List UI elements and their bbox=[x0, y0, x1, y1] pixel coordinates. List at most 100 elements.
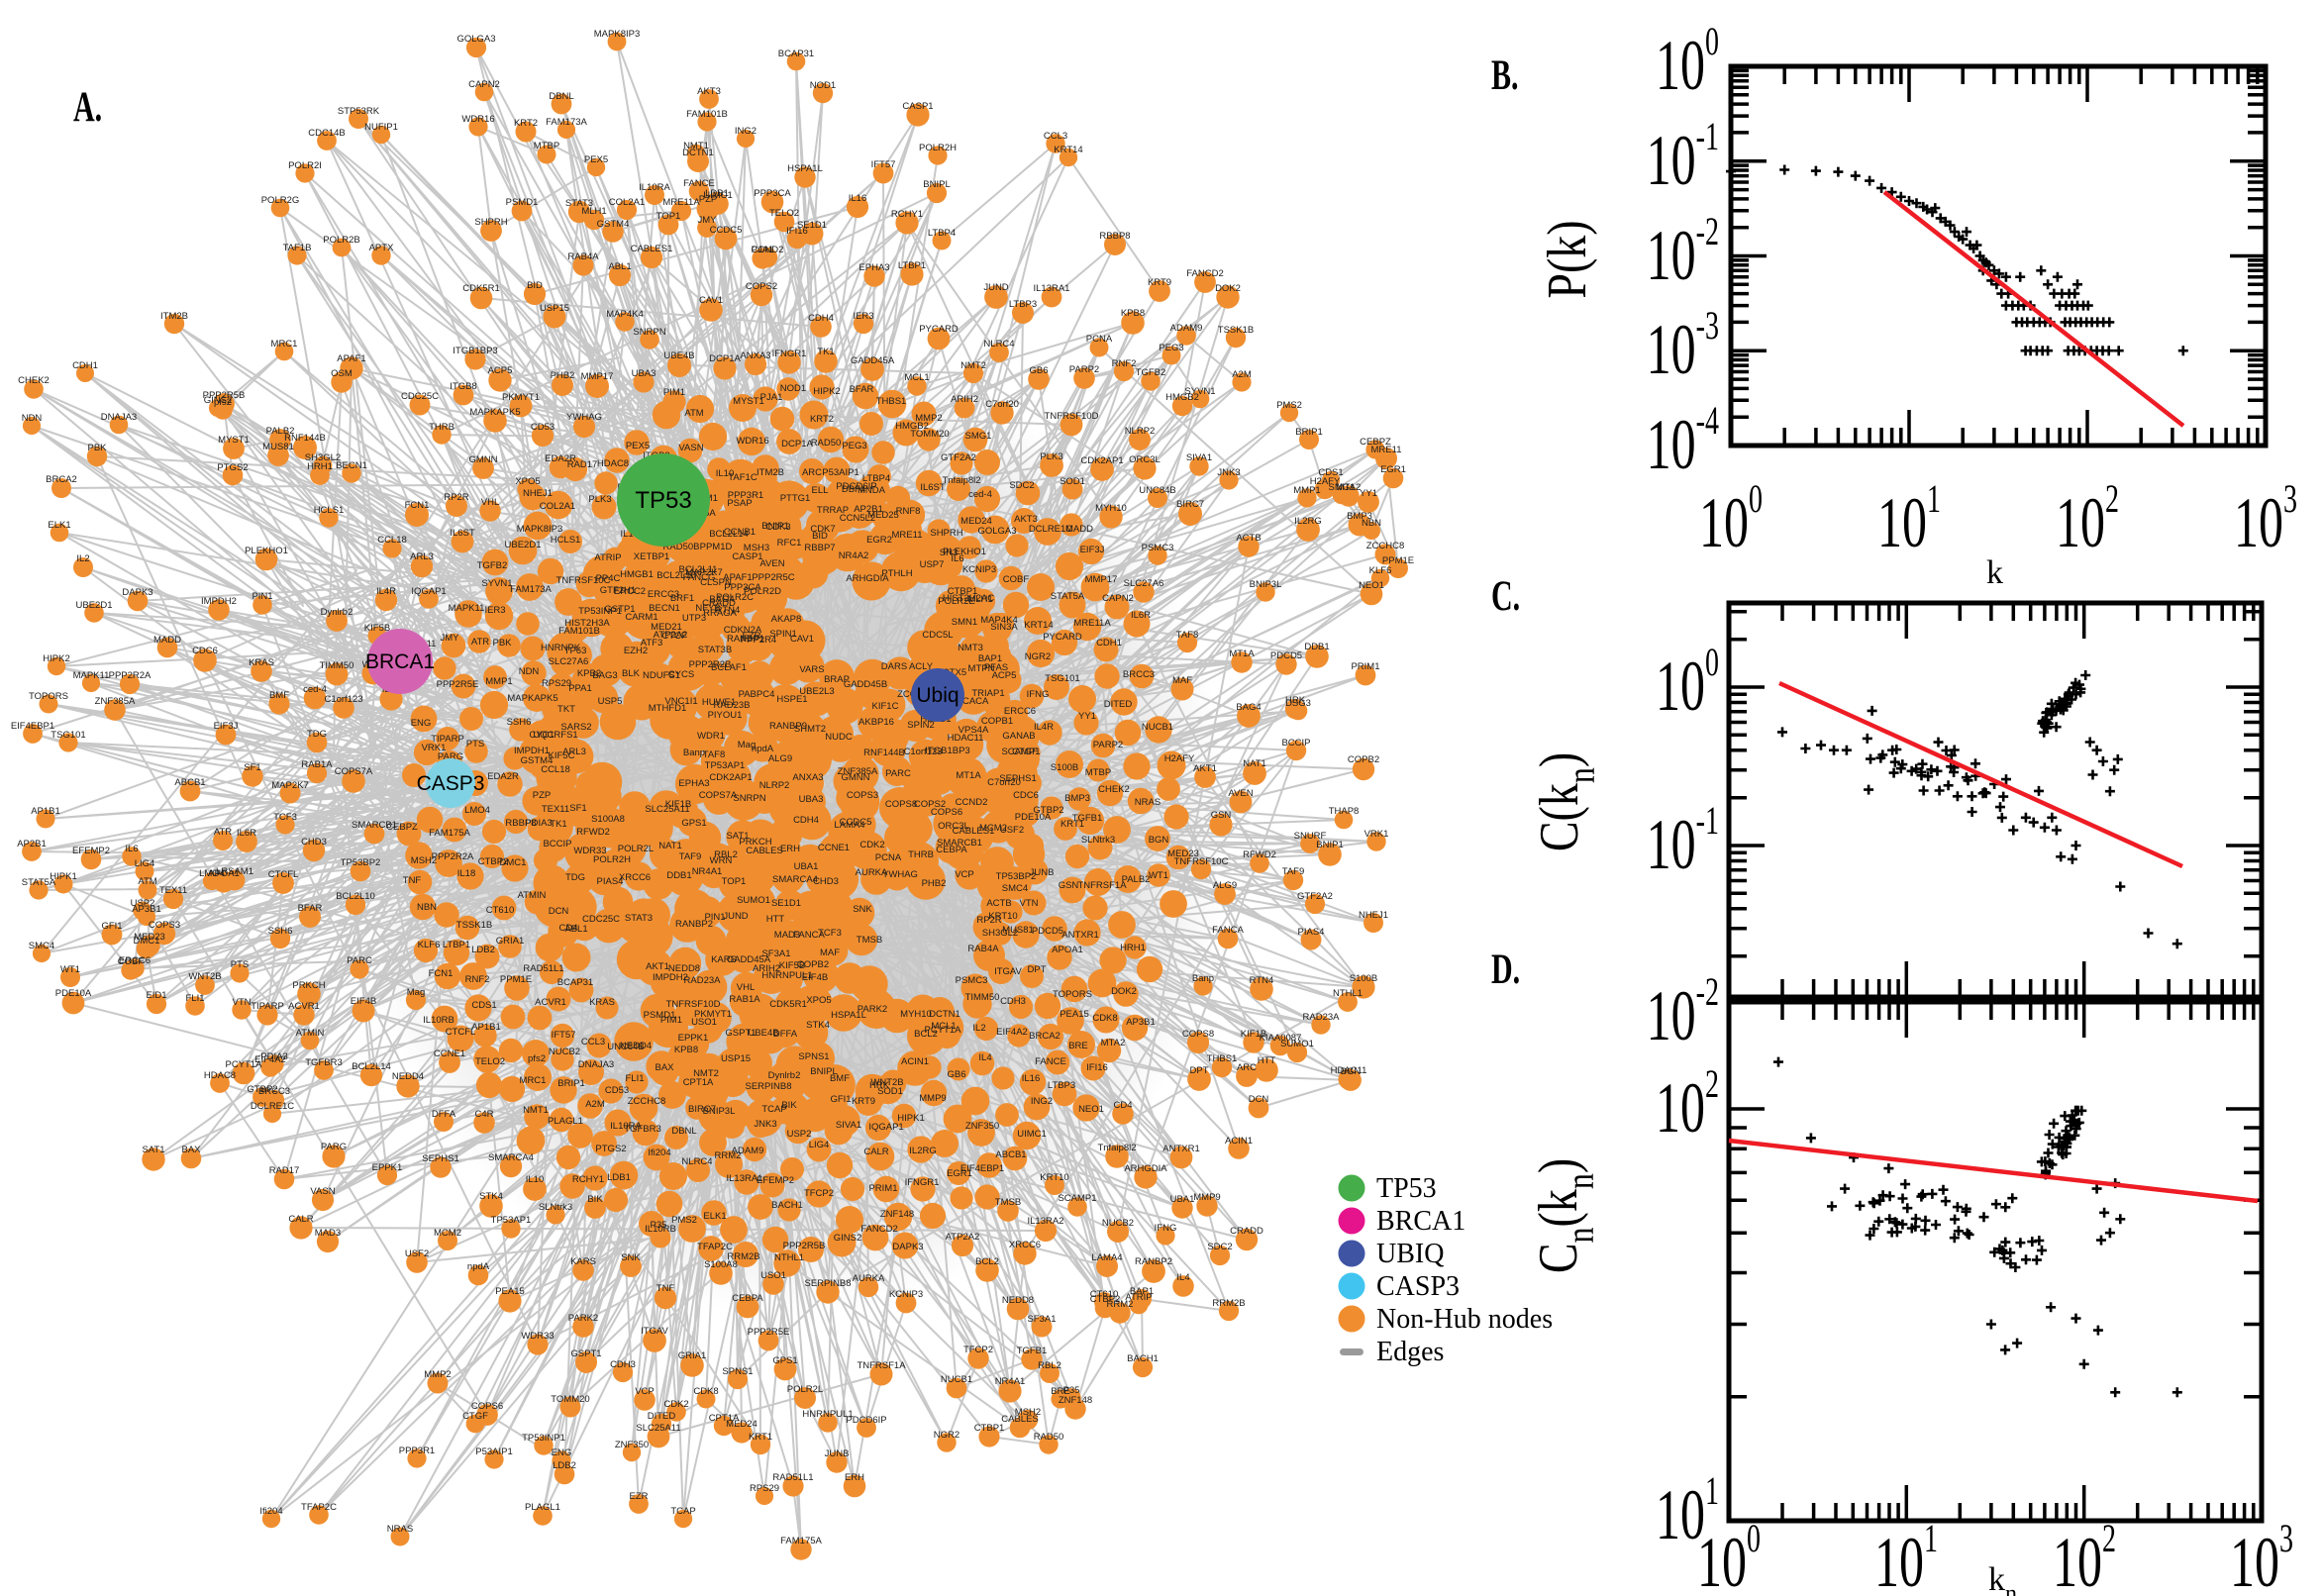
svg-text:USP5: USP5 bbox=[598, 696, 623, 707]
svg-text:WDR1: WDR1 bbox=[697, 731, 725, 742]
svg-text:CTBP1: CTBP1 bbox=[974, 1423, 1005, 1434]
svg-text:COPS8: COPS8 bbox=[1182, 1029, 1214, 1040]
svg-text:RCHY1: RCHY1 bbox=[572, 1174, 604, 1185]
svg-text:CD53: CD53 bbox=[531, 422, 555, 433]
svg-text:GTF2A2: GTF2A2 bbox=[941, 452, 976, 463]
svg-text:DOK2: DOK2 bbox=[1111, 986, 1137, 997]
svg-text:IER3: IER3 bbox=[484, 605, 505, 616]
svg-text:PPP2R5B: PPP2R5B bbox=[783, 1241, 826, 1251]
svg-text:EIF3J: EIF3J bbox=[1080, 545, 1105, 555]
svg-text:ACP5: ACP5 bbox=[488, 365, 513, 376]
svg-text:DPT: DPT bbox=[1190, 1065, 1209, 1076]
svg-text:PSMC3: PSMC3 bbox=[956, 975, 988, 986]
svg-text:BGN: BGN bbox=[1341, 1066, 1362, 1077]
svg-text:BGN: BGN bbox=[1149, 835, 1169, 846]
svg-text:MAPKAPK5: MAPKAPK5 bbox=[507, 693, 557, 704]
svg-text:XRCC6: XRCC6 bbox=[1009, 1240, 1041, 1250]
svg-text:CT610: CT610 bbox=[486, 905, 515, 916]
svg-text:CDK2: CDK2 bbox=[663, 1399, 688, 1410]
svg-text:DITED: DITED bbox=[648, 1411, 676, 1422]
svg-text:TNFRSF1A: TNFRSF1A bbox=[857, 1360, 906, 1371]
svg-text:NEDD8: NEDD8 bbox=[1002, 1295, 1034, 1306]
svg-text:BRCA2: BRCA2 bbox=[46, 474, 77, 485]
svg-text:TGFBR3: TGFBR3 bbox=[624, 1124, 660, 1135]
svg-text:ING2: ING2 bbox=[735, 126, 757, 137]
svg-text:TP53AP1: TP53AP1 bbox=[491, 1215, 532, 1226]
svg-text:MAPK8IP3: MAPK8IP3 bbox=[517, 524, 562, 535]
svg-text:PRIM1: PRIM1 bbox=[868, 1183, 897, 1194]
svg-text:GPS1: GPS1 bbox=[772, 1355, 797, 1366]
svg-text:MED24: MED24 bbox=[726, 1419, 758, 1430]
svg-text:POLR2H: POLR2H bbox=[919, 143, 957, 153]
svg-text:JNK3: JNK3 bbox=[1217, 467, 1240, 478]
svg-text:KLF6: KLF6 bbox=[418, 940, 441, 950]
svg-text:MAF: MAF bbox=[1172, 675, 1192, 686]
svg-text:TOMM20: TOMM20 bbox=[551, 1394, 589, 1405]
svg-text:DBNL: DBNL bbox=[549, 91, 573, 102]
svg-text:Non-Hub nodes: Non-Hub nodes bbox=[1376, 1304, 1553, 1335]
svg-text:AP2B1: AP2B1 bbox=[854, 504, 883, 515]
svg-text:TP53INP1: TP53INP1 bbox=[522, 1433, 565, 1444]
svg-text:GADD45A: GADD45A bbox=[851, 355, 895, 366]
svg-text:THAP8: THAP8 bbox=[1329, 806, 1360, 817]
svg-text:VNC1I1: VNC1I1 bbox=[664, 696, 697, 707]
svg-text:GSN: GSN bbox=[1059, 880, 1079, 891]
svg-text:TFCP2: TFCP2 bbox=[804, 1188, 834, 1199]
svg-text:CDH3: CDH3 bbox=[610, 1359, 636, 1370]
svg-text:KRT14: KRT14 bbox=[1024, 620, 1053, 631]
svg-text:BAG3: BAG3 bbox=[592, 670, 617, 681]
svg-text:PEX5: PEX5 bbox=[584, 154, 608, 165]
svg-text:HMGB1: HMGB1 bbox=[620, 569, 654, 580]
svg-text:SMN1: SMN1 bbox=[952, 617, 977, 628]
svg-text:ZCCHC8: ZCCHC8 bbox=[628, 1096, 666, 1107]
svg-text:SDC2: SDC2 bbox=[1207, 1242, 1232, 1252]
svg-text:PEG3: PEG3 bbox=[842, 441, 866, 451]
svg-text:ERCC2: ERCC2 bbox=[614, 586, 646, 597]
svg-text:FCN1: FCN1 bbox=[405, 500, 430, 511]
svg-text:BFAR: BFAR bbox=[850, 384, 874, 395]
svg-text:NR4A1: NR4A1 bbox=[692, 866, 723, 877]
svg-text:MAP4K4: MAP4K4 bbox=[980, 615, 1018, 626]
svg-text:C.: C. bbox=[1491, 573, 1520, 621]
svg-text:LMO4: LMO4 bbox=[464, 805, 490, 816]
svg-text:RAD23A: RAD23A bbox=[684, 975, 722, 986]
svg-text:RAD23A: RAD23A bbox=[1303, 1012, 1341, 1023]
svg-text:COPS2: COPS2 bbox=[746, 281, 777, 292]
svg-text:FAM101B: FAM101B bbox=[558, 626, 600, 637]
svg-text:ACTB: ACTB bbox=[986, 898, 1011, 909]
svg-text:EIF4EBP1: EIF4EBP1 bbox=[11, 721, 54, 732]
svg-text:BRCA1: BRCA1 bbox=[1376, 1206, 1465, 1237]
svg-text:USP7: USP7 bbox=[920, 559, 945, 570]
svg-text:CTCFL: CTCFL bbox=[268, 869, 299, 880]
svg-text:CASP3: CASP3 bbox=[1376, 1271, 1460, 1302]
svg-text:PRIM1: PRIM1 bbox=[1351, 661, 1379, 672]
svg-text:KPB8: KPB8 bbox=[674, 1045, 698, 1055]
svg-text:ATMIN: ATMIN bbox=[296, 1028, 325, 1039]
svg-text:BFAR: BFAR bbox=[298, 903, 323, 914]
svg-text:DCTN1: DCTN1 bbox=[929, 1009, 960, 1020]
svg-text:HCLS1: HCLS1 bbox=[314, 505, 345, 516]
svg-text:TOP1: TOP1 bbox=[722, 876, 747, 887]
svg-text:MADD: MADD bbox=[153, 635, 181, 646]
svg-text:UBE2L3: UBE2L3 bbox=[799, 686, 834, 697]
svg-text:SNRPN: SNRPN bbox=[633, 327, 665, 338]
svg-text:BRCA1: BRCA1 bbox=[365, 650, 435, 673]
svg-text:IER3: IER3 bbox=[853, 311, 873, 322]
svg-text:SF1: SF1 bbox=[569, 803, 586, 814]
svg-text:RFC1: RFC1 bbox=[777, 538, 802, 549]
svg-text:ELL: ELL bbox=[812, 485, 829, 496]
svg-text:ATR: ATR bbox=[214, 827, 232, 838]
svg-text:MTBP: MTBP bbox=[1085, 767, 1111, 778]
svg-text:BCAP31: BCAP31 bbox=[778, 49, 814, 59]
svg-text:IMPDH2: IMPDH2 bbox=[201, 596, 237, 607]
svg-text:GRIA1: GRIA1 bbox=[678, 1350, 707, 1361]
svg-text:ITM2B: ITM2B bbox=[160, 311, 188, 322]
svg-text:BCL2L14: BCL2L14 bbox=[352, 1061, 391, 1072]
svg-text:ANTXR1: ANTXR1 bbox=[1162, 1144, 1199, 1154]
svg-text:TIMM50: TIMM50 bbox=[965, 992, 1000, 1003]
svg-text:CD4: CD4 bbox=[1113, 1100, 1132, 1111]
svg-text:EDA2R: EDA2R bbox=[487, 771, 519, 782]
svg-text:ACIN1: ACIN1 bbox=[901, 1056, 929, 1067]
svg-text:ABL1: ABL1 bbox=[564, 924, 587, 935]
svg-text:LAMA4: LAMA4 bbox=[1091, 1252, 1122, 1263]
